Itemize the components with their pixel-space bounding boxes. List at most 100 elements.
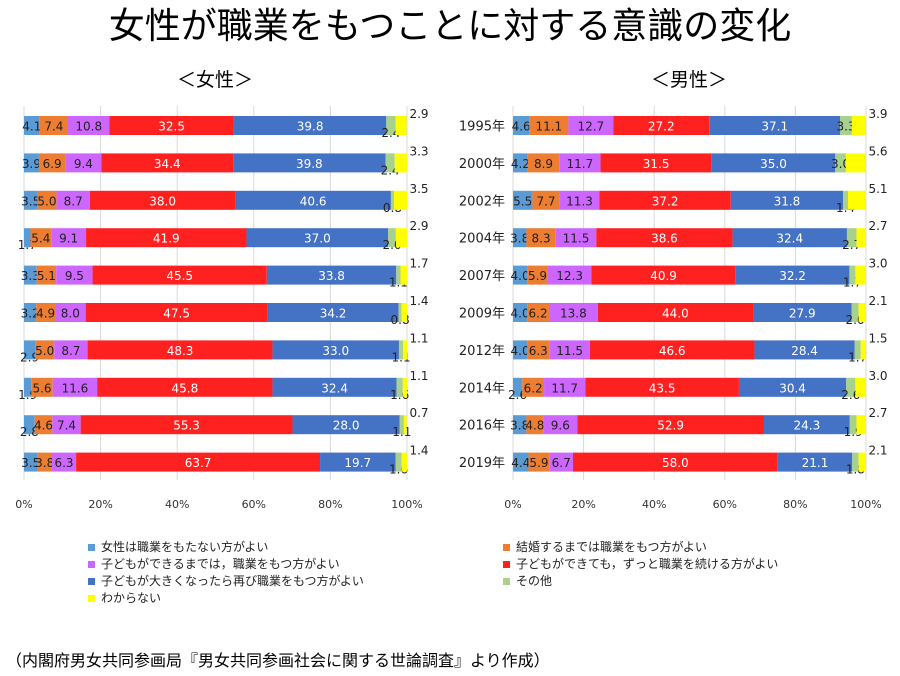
data-label: 40.6 [300, 194, 327, 208]
bar-segment [233, 153, 386, 173]
data-label: 3.0 [868, 369, 887, 383]
x-tick-label: 40% [642, 498, 666, 511]
data-label: 5.6 [868, 144, 887, 158]
data-label: 5.6 [32, 381, 51, 395]
data-label: 11.5 [563, 232, 590, 246]
legend-label: 結婚するまでは職業をもつ方がよい [516, 540, 707, 554]
data-label: 58.0 [662, 456, 689, 470]
bar-segment [858, 303, 866, 322]
bar-segment [513, 190, 533, 210]
legend-swatch [503, 577, 510, 585]
data-label: 2.9 [409, 219, 428, 233]
data-label: 3.9 [868, 107, 887, 121]
bar-segment [854, 340, 861, 360]
data-label: 13.8 [560, 307, 587, 321]
bar-segment [97, 377, 273, 397]
bar-segment [763, 415, 850, 435]
bar-segment [402, 377, 407, 397]
bar-segment [709, 116, 841, 135]
data-label: 10.8 [75, 120, 102, 134]
bar-segment [840, 116, 852, 135]
data-label: 4.0 [511, 344, 530, 358]
bar-segment [589, 340, 755, 360]
data-label: 6.2 [524, 381, 543, 395]
data-label: 4.8 [525, 419, 544, 433]
bar-segment [513, 452, 529, 472]
bar-segment [600, 153, 712, 173]
data-label: 45.5 [166, 269, 193, 283]
legend-item-5: 子どもが大きくなったら再び職業をもつ方がよい [88, 574, 364, 588]
legend-item-7: わからない [88, 591, 161, 605]
data-label: 11.7 [567, 157, 594, 171]
bar-segment [544, 377, 586, 397]
bar-segment [559, 153, 601, 173]
bar-segment [513, 153, 528, 173]
data-label: 46.6 [659, 344, 686, 358]
bar-segment [754, 340, 855, 360]
bar-segment [528, 452, 550, 472]
bar-segment [87, 340, 273, 360]
data-label: 28.4 [791, 344, 818, 358]
data-label: 2.7 [868, 406, 887, 420]
bar-segment [835, 153, 846, 173]
bar-segment [400, 265, 407, 285]
bar-segment [532, 190, 560, 210]
data-label: 11.3 [566, 194, 593, 208]
data-label: 3.5 [21, 456, 40, 470]
x-tick-label: 0% [504, 498, 521, 511]
data-label: 7.4 [57, 419, 76, 433]
data-label: 43.5 [649, 381, 676, 395]
data-label: 32.4 [776, 232, 803, 246]
bar-segment [555, 228, 597, 248]
bar-segment [101, 153, 234, 173]
legend-swatch [503, 543, 510, 551]
data-label: 4.2 [511, 157, 530, 171]
data-label: 21.1 [802, 456, 829, 470]
data-label: 6.9 [43, 157, 62, 171]
data-label: 48.3 [167, 344, 194, 358]
data-label: 32.4 [321, 381, 348, 395]
bar-segment [403, 415, 407, 435]
data-label: 9.1 [59, 232, 78, 246]
bar-segment [24, 340, 36, 360]
bar-segment [52, 377, 98, 397]
data-label: 27.9 [789, 307, 816, 321]
bar-segment [89, 190, 236, 210]
bar-segment [855, 377, 866, 397]
data-label: 5.9 [529, 456, 548, 470]
data-label: 38.6 [651, 232, 678, 246]
data-label: 44.0 [662, 307, 689, 321]
bar-segment [573, 452, 778, 472]
bar-segment [399, 415, 404, 435]
data-label: 12.3 [556, 269, 583, 283]
bar-segment [599, 190, 731, 210]
data-label: 7.4 [44, 120, 63, 134]
bar-segment [568, 116, 614, 135]
bar-segment [522, 377, 545, 397]
bar-segment [56, 190, 90, 210]
data-label: 2.1 [868, 294, 887, 308]
data-label: 28.0 [333, 419, 360, 433]
source-note: （内閣府男女共同参画局『男女共同参画社会に関する世論調査』より作成） [6, 651, 550, 670]
bar-segment [272, 340, 399, 360]
data-label: 38.0 [149, 194, 176, 208]
legend-item-1: 女性は職業をもたない方がよい [88, 540, 268, 554]
bar-segment [233, 116, 387, 135]
data-label: 8.7 [64, 194, 83, 208]
bar-segment [36, 265, 57, 285]
legend-label: 女性は職業をもたない方がよい [101, 540, 269, 554]
bar-segment [849, 415, 857, 435]
bar-segment [549, 340, 590, 360]
bar-segment [513, 303, 528, 322]
bar-segment [846, 228, 857, 248]
category-label: 2012年 [459, 344, 505, 359]
bar-segment [24, 153, 39, 173]
category-label: 2016年 [459, 419, 505, 434]
data-label: 1.7 [409, 257, 428, 271]
bar-segment [24, 116, 40, 135]
data-label: 3.8 [510, 419, 529, 433]
data-label: 33.0 [322, 344, 349, 358]
data-label: 3.9 [22, 157, 41, 171]
data-label: 27.2 [648, 120, 675, 134]
data-label: 5.5 [513, 194, 532, 208]
